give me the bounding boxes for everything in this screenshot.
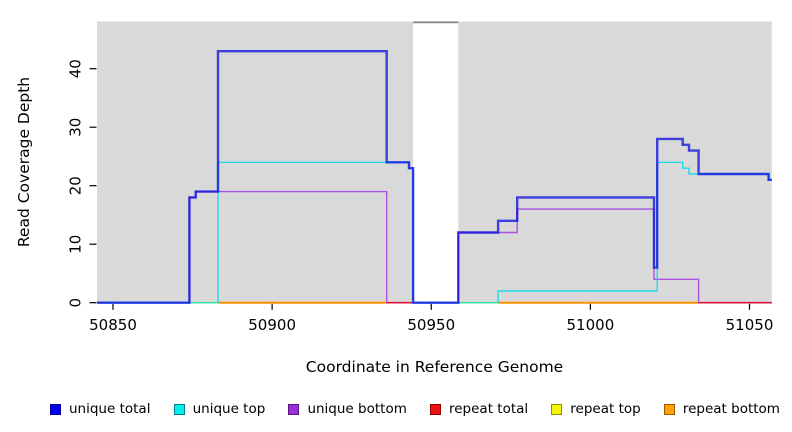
legend-label: unique top: [192, 401, 266, 417]
x-tick-label-50850: 50850: [89, 316, 137, 334]
y-tick-label-30: 30: [67, 118, 85, 137]
legend-item-unique-top: unique top: [173, 401, 266, 417]
legend-item-repeat-top: repeat top: [551, 401, 641, 417]
legend-item-unique-total: unique total: [50, 401, 150, 417]
no-data-gap: [413, 21, 459, 304]
legend-item-repeat-bottom: repeat bottom: [663, 401, 780, 417]
x-tick-label-51000: 51000: [567, 316, 615, 334]
legend-item-repeat-total: repeat total: [429, 401, 529, 417]
legend-swatch-unique-total: [50, 403, 61, 415]
legend-swatch-repeat-top: [551, 403, 563, 415]
legend-item-unique-bottom: unique bottom: [288, 401, 407, 417]
y-axis-title: Read Coverage Depth: [15, 77, 33, 247]
y-tick-label-20: 20: [67, 176, 85, 195]
y-tick-label-10: 10: [67, 235, 85, 254]
legend-label: repeat total: [448, 401, 529, 417]
legend-swatch-unique-top: [173, 403, 185, 415]
x-tick-label-50900: 50900: [248, 316, 296, 334]
legend-swatch-unique-bottom: [288, 403, 300, 415]
legend-swatch-repeat-total: [429, 403, 441, 415]
x-tick-label-51050: 51050: [726, 316, 774, 334]
legend-label: unique bottom: [307, 401, 407, 417]
legend-label: repeat top: [570, 401, 641, 417]
legend-label: repeat bottom: [682, 401, 780, 417]
x-tick-label-50950: 50950: [407, 316, 455, 334]
y-tick-label-0: 0: [67, 298, 85, 308]
series-line-unique-total: [97, 50, 772, 304]
y-tick-label-40: 40: [67, 59, 85, 78]
legend-swatch-repeat-bottom: [663, 403, 675, 415]
legend: unique total unique top unique bottom repea…: [0, 396, 792, 422]
legend-label: unique total: [69, 401, 151, 417]
x-axis-title: Coordinate in Reference Genome: [306, 358, 563, 376]
